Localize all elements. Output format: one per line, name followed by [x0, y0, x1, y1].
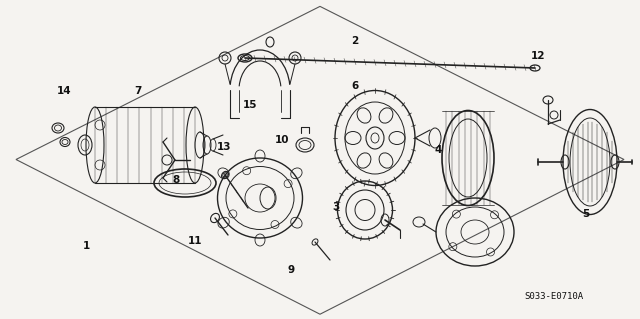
Text: 11: 11 — [188, 236, 202, 246]
Text: 7: 7 — [134, 86, 141, 96]
Text: S033-E0710A: S033-E0710A — [524, 292, 583, 301]
Text: 2: 2 — [351, 36, 359, 47]
Text: 12: 12 — [531, 51, 545, 61]
Text: 8: 8 — [172, 175, 180, 185]
Text: 6: 6 — [351, 81, 359, 91]
Text: 1: 1 — [83, 241, 90, 251]
Text: 15: 15 — [243, 100, 257, 110]
Text: 5: 5 — [582, 209, 589, 219]
Text: 3: 3 — [332, 202, 340, 212]
Text: 14: 14 — [57, 86, 71, 96]
Text: 10: 10 — [275, 135, 289, 145]
Text: 13: 13 — [217, 142, 231, 152]
Text: 9: 9 — [287, 264, 295, 275]
Text: 4: 4 — [435, 145, 442, 155]
